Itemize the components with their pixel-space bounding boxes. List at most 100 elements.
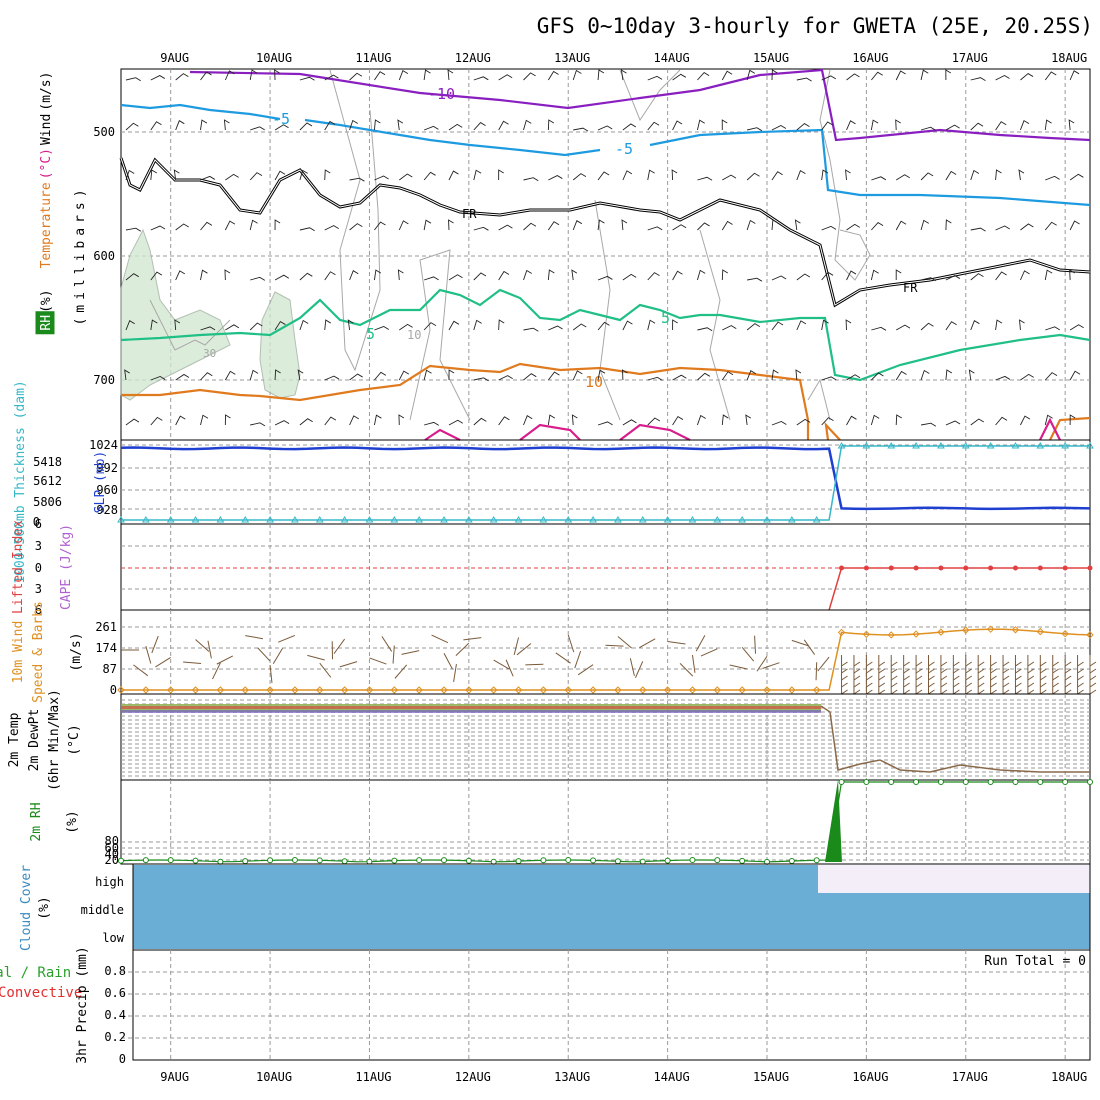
upper-wind-barb: [970, 320, 980, 331]
cape-tick-3b: 3: [35, 582, 42, 596]
upper-wind-barb: [870, 119, 879, 131]
slp-tick-960: 960: [96, 483, 118, 497]
upper-wind-barb: [995, 375, 1011, 381]
wind10-barb-flag: [1040, 661, 1047, 667]
wind10-speed-marker: [514, 686, 523, 694]
upper-wind-barb: [1068, 119, 1075, 131]
wind10-barb: [493, 659, 510, 670]
cape-frame: [120, 523, 1091, 611]
wind10-barb-flag: [1015, 675, 1022, 681]
upper-wind-barb: [523, 72, 536, 81]
label-10b: 10: [407, 328, 421, 342]
cloud-level-middle: middle: [81, 903, 124, 917]
wind10-speed-marker: [415, 686, 423, 694]
upper-wind-barb: [299, 227, 315, 232]
wind10-barb-flag: [953, 668, 960, 674]
wind10-barb-flag: [1089, 682, 1097, 688]
wind10-barb: [212, 662, 221, 680]
rh2m-marker: [987, 779, 994, 785]
upper-wind-barb: [746, 219, 756, 231]
wind10-speed-marker: [912, 630, 920, 638]
slp-grid: [121, 440, 1090, 524]
wind10-barb-flag: [915, 661, 923, 667]
wind10-barb-flag: [1077, 661, 1084, 667]
date-label-top: 16AUG: [852, 51, 888, 65]
rh-contour-2: [329, 69, 381, 372]
wind10-barb: [513, 637, 520, 656]
wind10-barb-flag: [903, 668, 910, 674]
rh2m-marker: [913, 779, 920, 785]
rh2m-marker: [1087, 779, 1093, 785]
upper-wind-barb: [846, 374, 861, 381]
upper-wind-barb: [571, 269, 578, 281]
upper-air-panel: 500 600 700 -10 -5 -5 FR FR: [93, 68, 1091, 441]
wind10-speed-marker: [142, 686, 150, 694]
upper-wind-barb: [746, 69, 756, 81]
upper-wind-barb: [721, 414, 729, 426]
wind10-barb-flag: [1027, 689, 1035, 695]
temp-contour-m5-right: [304, 118, 601, 157]
rh2m-marker: [1062, 779, 1069, 785]
ylabel-mb: (millibars): [73, 184, 88, 325]
upper-wind-barb: [697, 414, 706, 426]
wind10-barb: [455, 642, 470, 656]
upper-wind-barb: [821, 225, 837, 231]
wind10-barb: [339, 661, 358, 668]
wind10-barb: [257, 647, 271, 662]
upper-wind-barb: [125, 122, 139, 131]
wind10-barb-flag: [977, 682, 985, 688]
upper-wind-barb: [473, 272, 487, 281]
thickness-marker: [1011, 442, 1020, 449]
upper-wind-barb: [150, 376, 166, 381]
wind10-barb-flag: [928, 682, 935, 688]
lifted-index-marker: [1012, 565, 1018, 571]
wind10-barb: [729, 664, 748, 670]
wind10-speed-marker: [788, 686, 796, 694]
upper-wind-barb: [399, 173, 413, 181]
cloud-mid-low-fill: [133, 893, 1090, 949]
wind10-barb-flag: [940, 661, 948, 667]
upper-wind-barb: [498, 270, 510, 281]
upper-wind-barb: [796, 320, 807, 331]
upper-wind-barb: [846, 415, 857, 426]
upper-wind-barb: [223, 119, 230, 131]
date-label-top: 15AUG: [753, 51, 789, 65]
wind10-barb: [151, 635, 159, 654]
upper-yticks: 500 600 700: [93, 125, 115, 387]
upper-wind-barb: [175, 415, 186, 426]
upper-wind-barb: [150, 271, 163, 281]
upper-wind-barb: [448, 219, 454, 231]
upper-wind-barb: [647, 319, 656, 331]
upper-wind-barb: [846, 270, 857, 281]
wind10-barb-flag: [965, 661, 973, 667]
wind10-speed-marker: [489, 686, 498, 694]
wind10-barb-flag: [1015, 682, 1022, 688]
upper-wind-barb: [324, 319, 331, 331]
wind10-barb-flag: [1052, 682, 1060, 688]
wind10-speed-marker: [937, 628, 945, 636]
cloud-high-fill: [133, 865, 818, 893]
wind10-barb: [245, 635, 264, 640]
upper-wind-barb: [821, 271, 834, 281]
upper-wind-barb: [572, 370, 583, 381]
wind10-barb-flag: [928, 689, 935, 695]
slp-ylabel: SLP (mb): [93, 451, 108, 514]
upper-wind-barb: [672, 319, 678, 331]
upper-wind-barb: [622, 170, 633, 181]
upper-wind-barb: [498, 120, 509, 131]
date-label-bottom: 16AUG: [852, 1070, 888, 1084]
temp-contour-5: [120, 288, 1091, 382]
date-label-top: 10AUG: [256, 51, 292, 65]
upper-wind-barb: [920, 277, 937, 282]
upper-wind-barb: [895, 324, 911, 331]
upper-wind-barb: [871, 71, 883, 81]
wind10-barb: [381, 636, 393, 652]
rh-contour-6: [699, 229, 731, 421]
upper-wind-barb: [423, 69, 431, 81]
label-m5b: -5: [615, 140, 633, 158]
wind10-barb-flag: [841, 675, 848, 681]
upper-wind-barb: [697, 327, 713, 332]
label-fr1: FR: [462, 207, 477, 221]
cape-tick-0: 0: [35, 561, 42, 575]
upper-wind-barb: [175, 270, 186, 281]
